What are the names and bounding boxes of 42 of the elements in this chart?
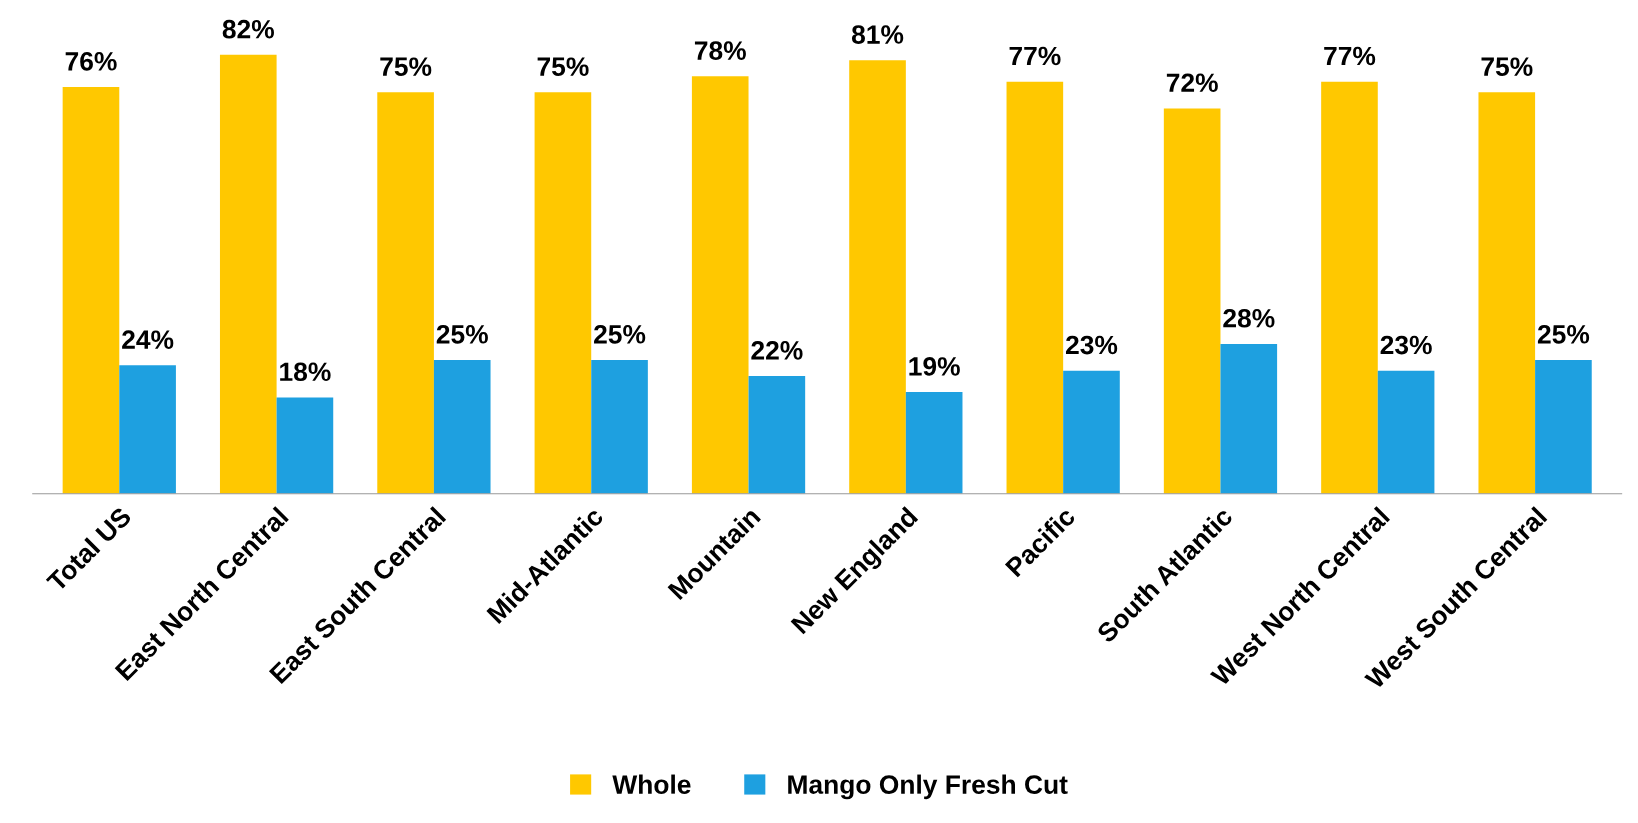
data-label: 25%: [594, 324, 646, 344]
bar: [1220, 343, 1278, 494]
bar: [748, 376, 806, 494]
data-label: 76%: [65, 51, 117, 71]
data-label: 19%: [909, 357, 960, 376]
data-label: 78%: [694, 41, 746, 60]
data-label: 25%: [1537, 324, 1590, 344]
bar: [849, 60, 906, 494]
data-label: 77%: [1009, 46, 1061, 66]
data-label: 24%: [122, 330, 174, 349]
bar: [1063, 370, 1120, 494]
bar: [377, 92, 434, 494]
bar: [119, 365, 176, 494]
data-label: 77%: [1324, 46, 1376, 66]
data-label: 23%: [1065, 335, 1118, 355]
bar: [276, 397, 334, 494]
data-label: 22%: [751, 341, 803, 360]
bar: [433, 359, 491, 494]
legend-label: Mango Only Fresh Cut: [788, 774, 1068, 800]
bar: [691, 76, 749, 494]
data-label: 72%: [1166, 73, 1218, 93]
bar: [62, 86, 120, 494]
bar: [219, 54, 277, 494]
bar: [591, 359, 648, 494]
data-label: 75%: [537, 57, 589, 77]
bar: [905, 392, 963, 494]
data-label: 25%: [436, 324, 488, 344]
data-label: 18%: [280, 362, 331, 382]
bar: [534, 92, 592, 494]
bar: [1377, 370, 1435, 494]
data-label: 75%: [380, 57, 432, 77]
legend-label: Whole: [612, 774, 691, 794]
bar: [1321, 81, 1378, 494]
data-label: 75%: [1481, 57, 1533, 77]
data-label: 28%: [1223, 308, 1275, 328]
bar: [1006, 81, 1064, 494]
data-label: 81%: [851, 25, 904, 44]
data-label: 82%: [222, 19, 274, 39]
bar: [1163, 108, 1221, 494]
data-label: 23%: [1380, 335, 1432, 355]
bar: [1535, 359, 1592, 494]
bar: [1478, 92, 1536, 494]
